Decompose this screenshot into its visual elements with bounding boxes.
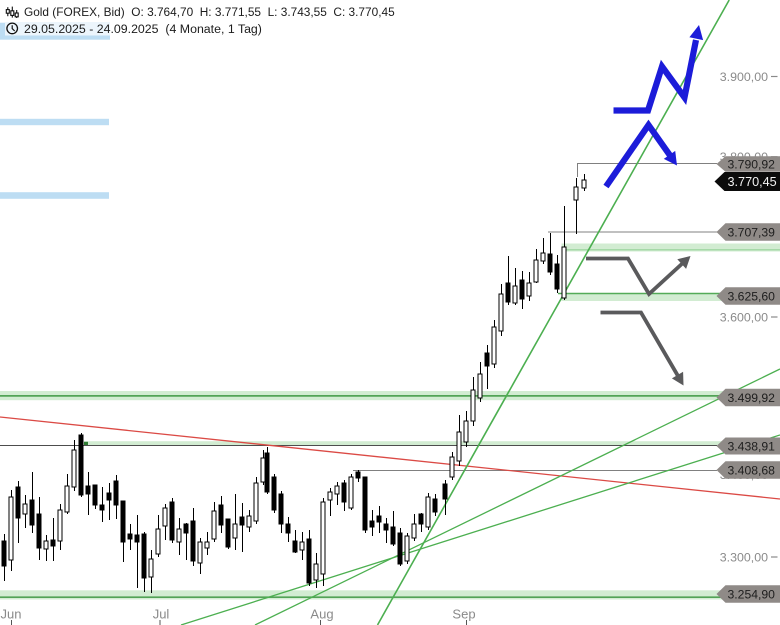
svg-text:3.790,92: 3.790,92 bbox=[728, 157, 776, 171]
svg-text:Aug: Aug bbox=[310, 607, 333, 622]
svg-text:3.770,45: 3.770,45 bbox=[728, 175, 777, 189]
svg-text:3.499,92: 3.499,92 bbox=[728, 391, 776, 405]
svg-text:3.600,00: 3.600,00 bbox=[720, 310, 768, 324]
svg-text:Sep: Sep bbox=[452, 607, 475, 622]
svg-text:3.408,68: 3.408,68 bbox=[728, 463, 776, 477]
svg-text:3.625,60: 3.625,60 bbox=[728, 289, 776, 303]
svg-text:Jun: Jun bbox=[1, 607, 22, 622]
svg-text:29.05.2025 - 24.09.2025 (4 Mo: 29.05.2025 - 24.09.2025 (4 Monate, 1 Tag… bbox=[24, 22, 262, 36]
svg-text:3.900,00: 3.900,00 bbox=[720, 70, 768, 84]
svg-text:3.438,91: 3.438,91 bbox=[728, 439, 776, 453]
svg-text:3.254,90: 3.254,90 bbox=[728, 587, 776, 601]
svg-text:Gold (FOREX, Bid) O: 3.764,70: Gold (FOREX, Bid) O: 3.764,70 H: 3.771,5… bbox=[24, 5, 395, 19]
svg-text:Jul: Jul bbox=[153, 607, 170, 622]
svg-text:3.707,39: 3.707,39 bbox=[728, 225, 776, 239]
svg-text:3.300,00: 3.300,00 bbox=[720, 550, 768, 564]
